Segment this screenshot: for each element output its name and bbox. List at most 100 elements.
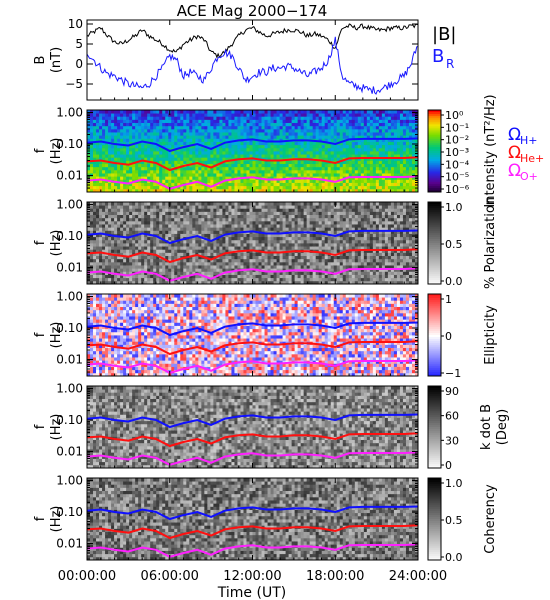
heatmap-cell: [195, 128, 199, 133]
heatmap-cell: [297, 243, 302, 247]
heatmap-cell: [336, 188, 341, 193]
heatmap-cell: [96, 169, 100, 174]
heatmap-cell: [201, 125, 205, 130]
heatmap-cell: [174, 135, 178, 139]
heatmap-cell: [264, 119, 268, 124]
heatmap-cell: [402, 116, 407, 120]
heatmap-cell: [171, 188, 175, 193]
heatmap-cell: [156, 277, 160, 282]
heatmap-cell: [147, 268, 151, 272]
heatmap-cell: [192, 220, 196, 225]
heatmap-cell: [105, 166, 109, 171]
heatmap-cell: [144, 239, 148, 244]
heatmap-cell: [306, 208, 311, 212]
heatmap-cell: [141, 233, 145, 238]
heatmap-cell: [348, 119, 353, 124]
heatmap-cell: [165, 125, 169, 130]
heatmap-cell: [144, 252, 148, 257]
heatmap-cell: [303, 233, 308, 238]
heatmap-cell: [129, 211, 133, 216]
heatmap-cell: [126, 249, 130, 253]
heatmap-cell: [294, 271, 299, 275]
heatmap-cell: [243, 252, 247, 257]
heatmap-cell: [189, 230, 193, 234]
heatmap-cell: [312, 166, 317, 171]
heatmap-cell: [258, 166, 262, 171]
heatmap-cell: [111, 239, 115, 244]
heatmap-cell: [201, 277, 205, 282]
heatmap-cell: [240, 236, 244, 241]
heatmap-cell: [288, 154, 293, 158]
heatmap-cell: [147, 208, 151, 212]
heatmap-cell: [294, 243, 299, 247]
heatmap-cell: [138, 255, 142, 260]
heatmap-cell: [264, 202, 268, 206]
heatmap-cell: [126, 138, 130, 142]
heatmap-cell: [156, 144, 160, 149]
heatmap-cell: [120, 188, 124, 193]
heatmap-cell: [105, 144, 109, 149]
heatmap-cell: [336, 113, 341, 117]
heatmap-cell: [213, 169, 217, 174]
heatmap-cell: [195, 110, 199, 114]
heatmap-cell: [201, 113, 205, 117]
heatmap-cell: [111, 258, 115, 263]
heatmap-cell: [126, 205, 130, 209]
heatmap-cell: [291, 132, 296, 136]
heatmap-cell: [126, 113, 130, 117]
heatmap-cell: [153, 211, 157, 216]
heatmap-cell: [120, 258, 124, 263]
heatmap-cell: [222, 188, 226, 193]
heatmap-cell: [168, 243, 172, 247]
heatmap-cell: [303, 239, 308, 244]
heatmap-cell: [189, 185, 193, 190]
heatmap-cell: [366, 113, 371, 117]
heatmap-cell: [312, 135, 317, 139]
heatmap-cell: [201, 220, 205, 225]
heatmap-cell: [312, 173, 317, 177]
heatmap-cell: [237, 271, 241, 275]
heatmap-cell: [111, 246, 115, 250]
heatmap-cell: [270, 135, 274, 139]
heatmap-cell: [171, 211, 175, 216]
heatmap-cell: [357, 119, 362, 124]
heatmap-cell: [195, 116, 199, 120]
heatmap-cell: [228, 144, 232, 149]
heatmap-cell: [93, 147, 97, 152]
heatmap-cell: [162, 214, 166, 219]
heatmap-cell: [324, 125, 329, 130]
heatmap-cell: [162, 249, 166, 253]
heatmap-cell: [219, 188, 223, 193]
heatmap-cell: [234, 179, 238, 183]
colorbar-band: [428, 140, 441, 144]
heatmap-cell: [306, 173, 311, 177]
heatmap-cell: [183, 202, 187, 206]
heatmap-cell: [156, 176, 160, 180]
heatmap-cell: [381, 110, 386, 114]
heatmap-cell: [300, 116, 305, 120]
heatmap-cell: [126, 157, 130, 161]
heatmap-cell: [120, 110, 124, 114]
heatmap-cell: [147, 182, 151, 187]
heatmap-cell: [333, 116, 338, 120]
heatmap-cell: [144, 227, 148, 231]
heatmap-cell: [369, 166, 374, 171]
heatmap-cell: [99, 147, 103, 152]
heatmap-cell: [216, 230, 220, 234]
heatmap-cell: [189, 274, 193, 279]
heatmap-cell: [108, 122, 112, 127]
heatmap-cell: [354, 135, 359, 139]
heatmap-cell: [282, 220, 286, 225]
heatmap-cell: [186, 249, 190, 253]
heatmap-cell: [360, 163, 365, 168]
heatmap-cell: [408, 128, 413, 133]
heatmap-cell: [192, 255, 196, 260]
heatmap-cell: [177, 125, 181, 130]
heatmap-cell: [144, 230, 148, 234]
heatmap-cell: [162, 274, 166, 279]
heatmap-cell: [141, 160, 145, 165]
heatmap-cell: [159, 280, 163, 285]
heatmap-cell: [381, 147, 386, 152]
heatmap-cell: [303, 243, 308, 247]
